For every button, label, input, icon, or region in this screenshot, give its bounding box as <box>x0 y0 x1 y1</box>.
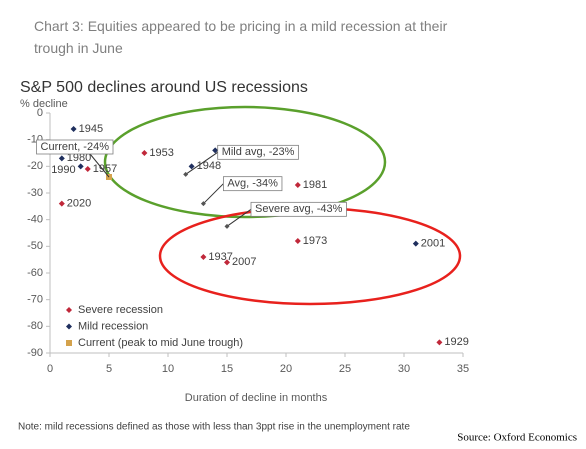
annotation-box <box>217 144 299 160</box>
point <box>436 339 443 346</box>
point-label: 2007 <box>232 256 256 268</box>
annotation: Severe avg, -43% <box>224 201 347 229</box>
point <box>58 200 65 207</box>
point-label: 1929 <box>444 336 468 348</box>
x-tick-label: 20 <box>280 363 292 375</box>
y-tick-label: -60 <box>27 267 43 279</box>
annotation-point <box>200 201 206 207</box>
point <box>70 126 77 132</box>
x-tick-label: 0 <box>47 363 53 375</box>
point <box>294 182 301 188</box>
annotation-point <box>224 223 230 229</box>
point <box>77 163 84 170</box>
y-tick-label: -90 <box>27 347 43 359</box>
point <box>294 238 301 244</box>
annotation-label: Avg, -34% <box>227 178 278 190</box>
point <box>188 163 195 170</box>
annotation: Avg, -34% <box>200 176 283 207</box>
point <box>141 150 148 156</box>
annotation-point <box>183 171 189 177</box>
annotation-box <box>36 139 114 155</box>
x-axis-label: Duration of decline in months <box>185 392 328 404</box>
annotation-leader <box>185 151 218 175</box>
chart-title: Chart 3: Equities appeared to be pricing… <box>34 18 448 34</box>
point-label: 1973 <box>303 235 327 247</box>
chart-title-cont: trough in June <box>34 40 123 56</box>
point <box>412 240 419 247</box>
y-tick-label: -70 <box>27 294 43 306</box>
annotation: Mild avg, -23% <box>183 144 299 177</box>
legend-label: Mild recession <box>78 320 148 332</box>
point-label: 2001 <box>421 238 445 250</box>
point-label: 1937 <box>208 251 232 263</box>
annotation-leader <box>203 183 224 205</box>
x-tick-label: 10 <box>162 363 174 375</box>
annotation-leader <box>89 153 110 178</box>
point-label: 1980 <box>67 152 91 164</box>
point-label: 2020 <box>67 198 91 210</box>
point <box>84 166 91 172</box>
point <box>200 254 207 260</box>
y-tick-label: -40 <box>27 214 43 226</box>
legend-marker <box>66 323 72 330</box>
point-label: 1990 <box>51 164 75 176</box>
y-tick-label: -30 <box>27 187 43 199</box>
annotation-box <box>222 176 283 192</box>
legend-marker <box>66 307 72 313</box>
annotation-leader <box>226 208 252 227</box>
x-tick-label: 25 <box>339 363 351 375</box>
annotation: Current, -24% <box>36 139 114 178</box>
point <box>212 147 219 154</box>
x-tick-label: 30 <box>398 363 410 375</box>
chart-subtitle: S&P 500 declines around US recessions <box>20 79 308 96</box>
source: Source: Oxford Economics <box>457 432 577 444</box>
annotation-label: Current, -24% <box>41 141 110 153</box>
annotation-box <box>250 201 347 217</box>
legend-marker <box>66 340 72 346</box>
y-tick-label: -20 <box>27 160 43 172</box>
point-label: 1945 <box>79 123 103 135</box>
legend-label: Severe recession <box>78 304 163 316</box>
point-label: 1948 <box>197 160 221 172</box>
point-label: 1957 <box>93 163 117 175</box>
legend-label: Current (peak to mid June trough) <box>78 337 243 349</box>
note: Note: mild recessions defined as those w… <box>18 422 410 433</box>
x-tick-label: 5 <box>106 363 112 375</box>
point <box>58 155 65 162</box>
x-tick-label: 35 <box>457 363 469 375</box>
x-tick-label: 15 <box>221 363 233 375</box>
y-axis-label: % decline <box>20 98 68 110</box>
y-tick-label: 0 <box>37 107 43 119</box>
y-tick-label: -50 <box>27 240 43 252</box>
chart-title-line: Chart 3: Equities appeared to be pricing… <box>34 18 448 56</box>
point-label: 1981 <box>303 179 327 191</box>
point <box>224 259 230 266</box>
annotation-label: Severe avg, -43% <box>255 203 343 215</box>
y-tick-label: -80 <box>27 320 43 332</box>
point-label: 1953 <box>149 147 173 159</box>
mild-ellipse <box>103 105 387 219</box>
annotation-label: Mild avg, -23% <box>222 146 295 158</box>
